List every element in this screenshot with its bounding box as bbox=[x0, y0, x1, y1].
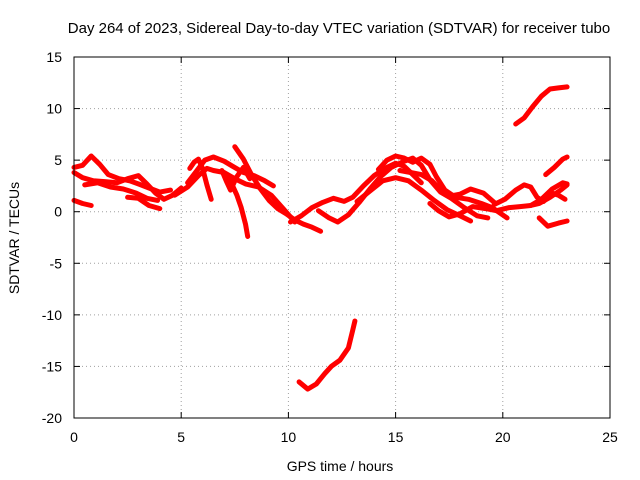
plot-frame bbox=[73, 56, 611, 419]
chart-title: Day 264 of 2023, Sidereal Day-to-day VTE… bbox=[68, 20, 610, 37]
series-line-arc-p bbox=[397, 168, 497, 205]
series-line-arc-c bbox=[71, 153, 173, 195]
series-line-arc-l bbox=[288, 160, 424, 225]
grid-lines bbox=[74, 57, 610, 418]
series-line-arc-s bbox=[528, 180, 570, 208]
y-tick-label: 15 bbox=[46, 49, 62, 65]
series-line-arc-v bbox=[513, 84, 570, 127]
series-line-arc-u bbox=[536, 215, 570, 229]
y-tick-label: -5 bbox=[50, 255, 63, 271]
x-tick-label: 15 bbox=[388, 429, 404, 445]
series-line-arc-d bbox=[82, 180, 161, 203]
series-line-arc-h bbox=[187, 156, 214, 202]
series-line-arc-w bbox=[296, 318, 358, 392]
series-line-arc-e bbox=[125, 194, 163, 212]
y-axis-label: SDTVAR / TECUs bbox=[6, 182, 22, 294]
series-line-arc-o bbox=[375, 153, 510, 221]
x-tick-label: 0 bbox=[70, 429, 78, 445]
series-line-arc-j bbox=[225, 174, 251, 239]
series-line-arc-a bbox=[71, 197, 94, 208]
series-line-arc-t bbox=[543, 154, 570, 178]
series-line-arc-n bbox=[354, 175, 474, 224]
y-tick-label: 5 bbox=[54, 152, 62, 168]
y-tick-label: -20 bbox=[42, 410, 62, 426]
x-tick-label: 20 bbox=[495, 429, 511, 445]
y-tick-label: 0 bbox=[54, 204, 62, 220]
series-line-arc-r bbox=[491, 182, 568, 207]
y-tick-label: 10 bbox=[46, 101, 62, 117]
x-tick-label: 5 bbox=[177, 429, 185, 445]
x-tick-label: 10 bbox=[281, 429, 297, 445]
y-tick-label: -15 bbox=[42, 358, 62, 374]
series-line-arc-b bbox=[71, 170, 184, 202]
y-tick-label: -10 bbox=[42, 307, 62, 323]
data-series bbox=[71, 84, 570, 392]
axis-ticks: 0 5 10 15 20 25 -20 -15 -10 -5 0 5 10 15 bbox=[42, 49, 618, 445]
series-line-arc-k bbox=[232, 144, 324, 234]
series-line-arc-m bbox=[315, 155, 491, 225]
x-tick-label: 25 bbox=[602, 429, 618, 445]
x-axis-label: GPS time / hours bbox=[287, 458, 394, 474]
